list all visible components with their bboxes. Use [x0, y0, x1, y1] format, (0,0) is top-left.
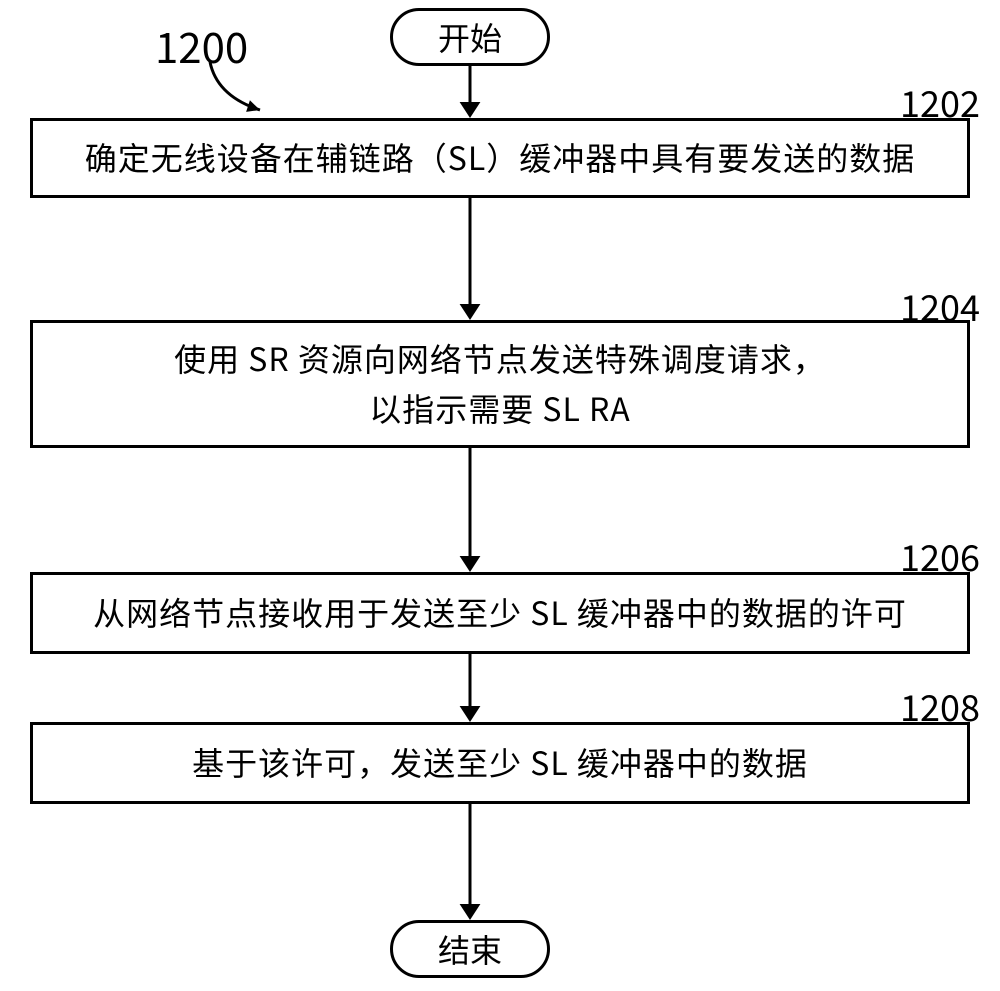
end-terminal: 结束 — [390, 920, 550, 978]
flowchart-canvas: 1200 开始 确定无线设备在辅链路（SL）缓冲器中具有要发送的数据 1202 … — [0, 0, 1000, 991]
process-step-1202: 确定无线设备在辅链路（SL）缓冲器中具有要发送的数据 — [30, 118, 970, 198]
process-step-1204: 使用 SR 资源向网络节点发送特殊调度请求， 以指示需要 SL RA — [30, 320, 970, 448]
step-label-1202: 1202 — [900, 76, 980, 128]
figure-number-label: 1200 — [155, 15, 248, 76]
process-step-1206: 从网络节点接收用于发送至少 SL 缓冲器中的数据的许可 — [30, 572, 970, 654]
step-label-1204: 1204 — [900, 280, 980, 332]
step-label-1208: 1208 — [900, 680, 980, 732]
start-terminal: 开始 — [390, 8, 550, 66]
step-label-1206: 1206 — [900, 530, 980, 582]
process-step-1208: 基于该许可，发送至少 SL 缓冲器中的数据 — [30, 722, 970, 804]
